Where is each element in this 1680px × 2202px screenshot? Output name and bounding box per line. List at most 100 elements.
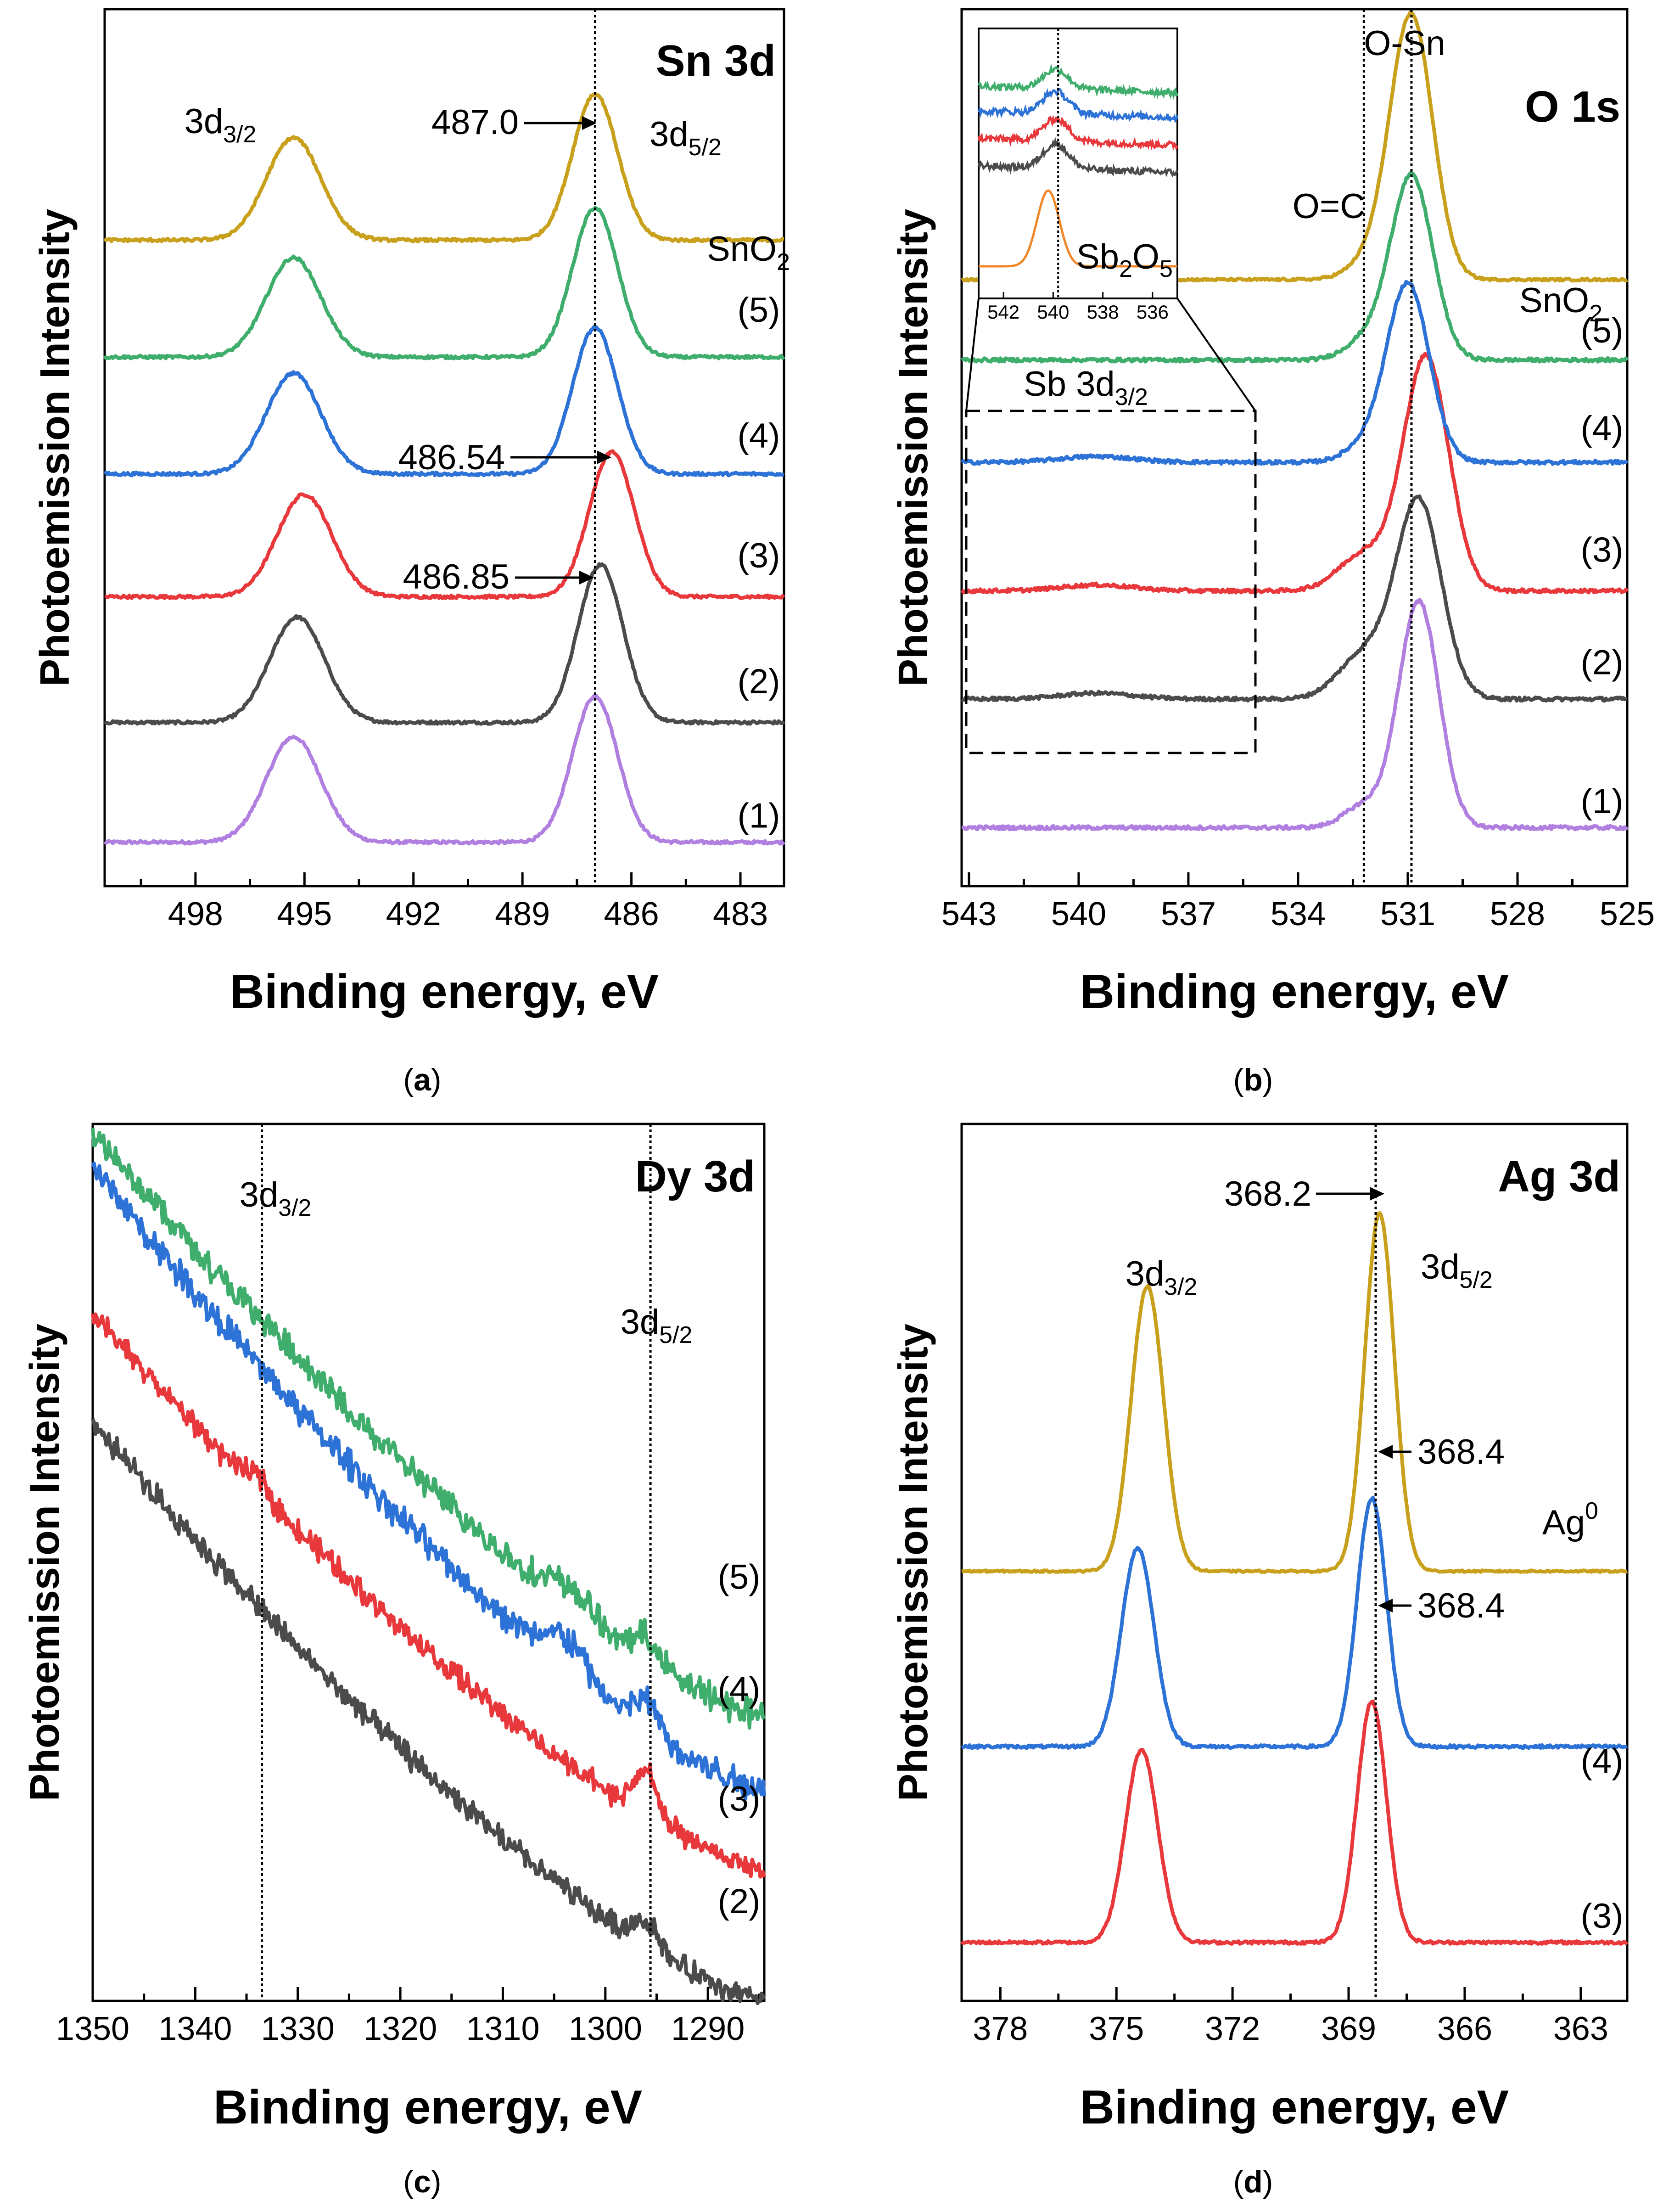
panel-b-zoom-line-right <box>1176 298 1256 412</box>
inset-x-tick-label: 536 <box>1137 301 1169 323</box>
panel-b-annot-o-c: O=C <box>1293 187 1365 226</box>
inset-x-tick-label: 540 <box>1037 301 1069 323</box>
caption-b: (b) <box>1233 1062 1273 1097</box>
panel-d-title: Ag 3d <box>1498 1152 1620 1201</box>
x-tick-label: 1310 <box>466 2011 539 2047</box>
panel-d-label-3d52: 3d5/2 <box>1421 1247 1493 1293</box>
x-tick-label: 1340 <box>158 2011 232 2047</box>
series-label-5: (5) <box>1581 311 1624 350</box>
panel-c-title: Dy 3d <box>635 1152 755 1201</box>
x-tick-label: 1350 <box>56 2011 129 2047</box>
panel-c-xlabel: Binding energy, eV <box>213 2081 642 2134</box>
panel-c-x-ticks: 1350 1340 1330 1320 1310 1300 1290 <box>56 1987 761 2047</box>
inset-series-4 <box>977 87 1179 124</box>
panel-a-ylabel: Photoemission Intensity <box>32 209 78 686</box>
series-d-Ag0 <box>961 1211 1628 1574</box>
x-tick-label: 486 <box>604 896 659 932</box>
panel-d-label-ag0: Ag0 <box>1542 1498 1598 1542</box>
series-b-5 <box>961 171 1629 364</box>
series-label-4: (4) <box>738 416 780 455</box>
series-label-2: (2) <box>1581 643 1624 682</box>
x-tick-label: 375 <box>1089 2011 1144 2047</box>
panel-c-label-3d32: 3d3/2 <box>240 1175 312 1221</box>
x-tick-label: 534 <box>1271 896 1326 932</box>
x-tick-label: 363 <box>1553 2011 1608 2047</box>
panel-d-arrowhead-368-4-a <box>1378 1445 1393 1459</box>
series-label-1: (1) <box>1581 782 1624 821</box>
series-d-3 <box>960 1699 1629 1946</box>
panel-a-series-labels: (1) (2) (3) (4) (5) <box>738 291 780 835</box>
panel-c-series-labels: (2) (3) (4) (5) <box>718 1557 761 1921</box>
x-tick-label: 540 <box>1051 896 1106 932</box>
x-tick-label: 498 <box>168 896 223 932</box>
panel-b-xlabel: Binding energy, eV <box>1080 965 1509 1018</box>
x-tick-label: 492 <box>386 896 441 932</box>
series-c-5 <box>91 1128 766 1730</box>
series-label-2: (2) <box>738 662 780 701</box>
inset-series-5 <box>977 63 1179 100</box>
panel-d-xlabel: Binding energy, eV <box>1080 2081 1509 2134</box>
caption-a: (a) <box>403 1062 441 1097</box>
panel-b-annot-o-sn: O-Sn <box>1364 24 1445 63</box>
panel-d-label-3d32: 3d3/2 <box>1126 1254 1198 1300</box>
x-tick-label: 1330 <box>261 2011 335 2047</box>
x-tick-label: 369 <box>1321 2011 1376 2047</box>
x-tick-label: 543 <box>941 896 997 932</box>
series-label-1: (1) <box>738 797 780 836</box>
x-tick-label: 489 <box>495 896 550 932</box>
x-tick-label: 528 <box>1490 896 1545 932</box>
panel-d-ag3d: 378 375 372 369 366 363 Ag 3d Binding energy,… <box>890 1123 1629 2134</box>
panel-c-label-3d52: 3d5/2 <box>621 1303 693 1348</box>
series-label-4: (4) <box>1581 1741 1624 1781</box>
panel-d-annot-368-4-a: 368.4 <box>1417 1432 1505 1472</box>
panel-c-dy3d: 1350 1340 1330 1320 1310 1300 1290 Dy 3d Bindi… <box>22 1123 766 2134</box>
x-tick-label: 1320 <box>364 2011 437 2047</box>
panel-d-x-ticks: 378 375 372 369 366 363 <box>973 1987 1608 2047</box>
series-label-5: (5) <box>738 291 780 330</box>
series-label-2: (2) <box>718 1882 761 1921</box>
panel-b-zoom-line-left <box>965 298 980 411</box>
series-c-3 <box>91 1312 766 1879</box>
series-a-1 <box>103 694 786 846</box>
panel-d-annot-368-4-b: 368.4 <box>1417 1586 1505 1625</box>
panel-a-sn3d: 498 495 492 489 486 483 Sn 3d Binding energy,… <box>32 8 790 1018</box>
panel-b-frame <box>960 8 1629 888</box>
series-label-5: (5) <box>718 1557 761 1596</box>
series-a-SnO2 <box>103 92 784 244</box>
panel-b-ylabel: Photoemission Intensity <box>890 209 936 686</box>
series-b-4 <box>961 280 1629 466</box>
inset-series-2 <box>977 137 1179 178</box>
series-label-3: (3) <box>718 1780 761 1819</box>
panel-a-label-sno2: SnO2 <box>707 230 790 275</box>
panel-a-title: Sn 3d <box>656 36 776 85</box>
panel-a-label-3d32: 3d3/2 <box>185 102 257 148</box>
panel-a-frame <box>103 8 785 888</box>
series-label-4: (4) <box>1581 409 1624 448</box>
panel-a-annot-487-0: 487.0 <box>431 103 519 142</box>
x-tick-label: 366 <box>1437 2011 1492 2047</box>
inset-series-3 <box>977 114 1179 151</box>
series-label-3: (3) <box>738 536 780 575</box>
panel-d-arrowhead-368-2 <box>1370 1187 1384 1201</box>
series-b-2 <box>961 494 1628 703</box>
panel-d-arrowhead-368-4-b <box>1378 1599 1393 1612</box>
panel-b-x-ticks: 543 540 537 534 531 528 525 <box>941 872 1655 932</box>
series-c-4 <box>91 1161 766 1801</box>
panel-c-frame <box>91 1123 766 2002</box>
series-d-4 <box>961 1495 1628 1750</box>
panel-a-arrowhead-487-0 <box>582 116 597 130</box>
panel-a-label-3d52: 3d5/2 <box>650 115 722 161</box>
x-tick-label: 372 <box>1205 2011 1260 2047</box>
caption-d: (d) <box>1233 2164 1273 2199</box>
panel-a-arrowhead-486-54 <box>597 450 611 464</box>
x-tick-label: 483 <box>713 896 768 932</box>
series-b-1 <box>961 598 1629 831</box>
inset-curves <box>977 28 1179 298</box>
caption-c: (c) <box>403 2164 441 2199</box>
series-c-2 <box>91 1418 766 2005</box>
panel-b-o1s: 543 540 537 534 531 528 525 O 1s Binding energ… <box>890 8 1655 1018</box>
panel-c-curves <box>91 1128 766 2005</box>
series-label-3: (3) <box>1581 530 1624 569</box>
panel-d-ylabel: Photoemission Intensity <box>890 1324 936 1801</box>
